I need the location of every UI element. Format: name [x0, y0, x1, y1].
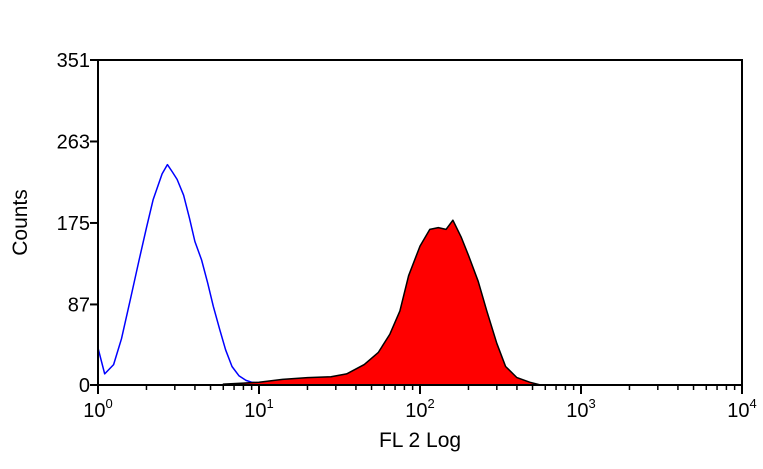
x-tick-label: 103	[566, 396, 595, 422]
x-tick-label: 104	[727, 396, 756, 422]
x-tick-label: 100	[83, 396, 112, 422]
series-outline-histogram	[97, 163, 275, 386]
y-tick-label: 87	[68, 294, 90, 316]
y-axis-title: Counts	[9, 189, 32, 256]
x-tick-label: 101	[244, 396, 273, 422]
tick-layer: 0 87 175 263 351 100 101 102 103 104	[57, 50, 757, 422]
y-tick-label: 263	[57, 131, 90, 153]
y-tick-label: 351	[57, 50, 90, 72]
plot-layer	[97, 163, 542, 386]
x-tick-label: 102	[405, 396, 434, 422]
x-axis-title: FL 2 Log	[379, 429, 461, 452]
y-tick-label: 0	[79, 375, 90, 397]
series-filled-histogram	[222, 219, 542, 386]
y-tick-label: 175	[57, 213, 90, 235]
